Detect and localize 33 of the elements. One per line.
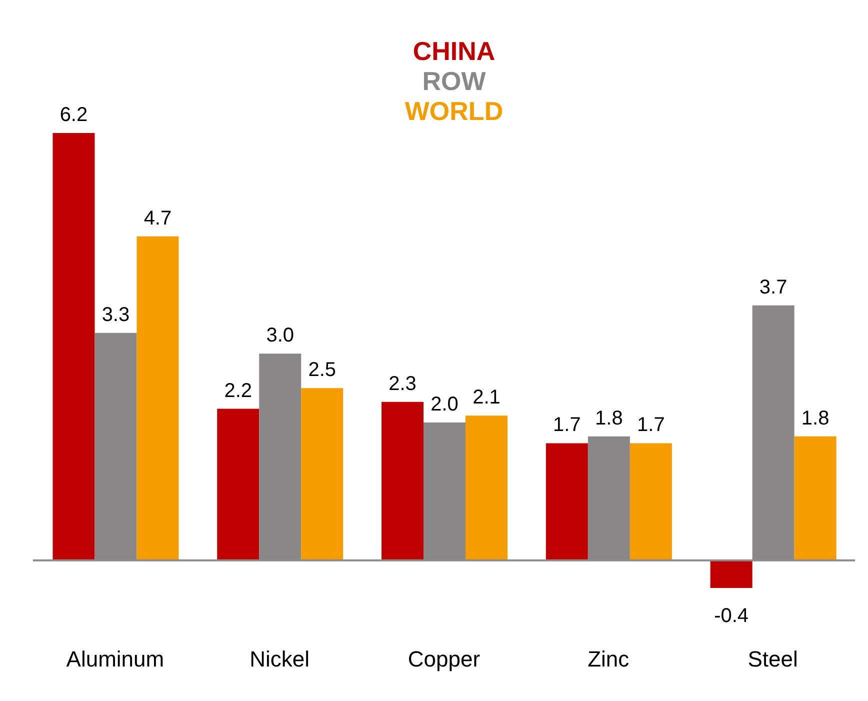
- bar: [466, 416, 508, 560]
- data-label: 1.7: [637, 414, 665, 436]
- bar: [136, 236, 179, 560]
- bar: [630, 443, 672, 560]
- data-label: 1.7: [553, 414, 581, 436]
- data-label: 2.3: [388, 372, 416, 395]
- data-label: 6.2: [60, 104, 88, 126]
- text: ROW: [422, 66, 486, 96]
- bar: [217, 408, 260, 560]
- x-tick-label: Aluminum: [66, 646, 164, 672]
- data-label: 3.3: [102, 304, 130, 326]
- bar: [52, 133, 95, 560]
- data-label: 3.0: [266, 324, 294, 347]
- data-label: 3.7: [759, 276, 788, 298]
- bar: [710, 560, 752, 588]
- bar: [382, 402, 424, 560]
- text: WORLD: [404, 96, 504, 126]
- data-label: 2.0: [430, 394, 458, 416]
- x-tick-label: Steel: [748, 646, 798, 672]
- x-tick-label: Nickel: [250, 646, 310, 672]
- data-label: 2.2: [224, 380, 252, 402]
- x-tick-label: Zinc: [588, 646, 630, 672]
- bar: [301, 388, 344, 560]
- data-label: 2.1: [472, 386, 500, 409]
- data-label: 2.5: [308, 359, 336, 382]
- data-label: 4.7: [144, 207, 172, 230]
- x-tick-label: Copper: [408, 646, 480, 672]
- bar: [794, 436, 836, 560]
- data-label: 1.8: [801, 407, 830, 430]
- text: CHINA: [412, 36, 496, 66]
- data-label: -0.4: [714, 605, 749, 627]
- bar: [546, 443, 588, 560]
- data-label: 1.8: [595, 407, 623, 430]
